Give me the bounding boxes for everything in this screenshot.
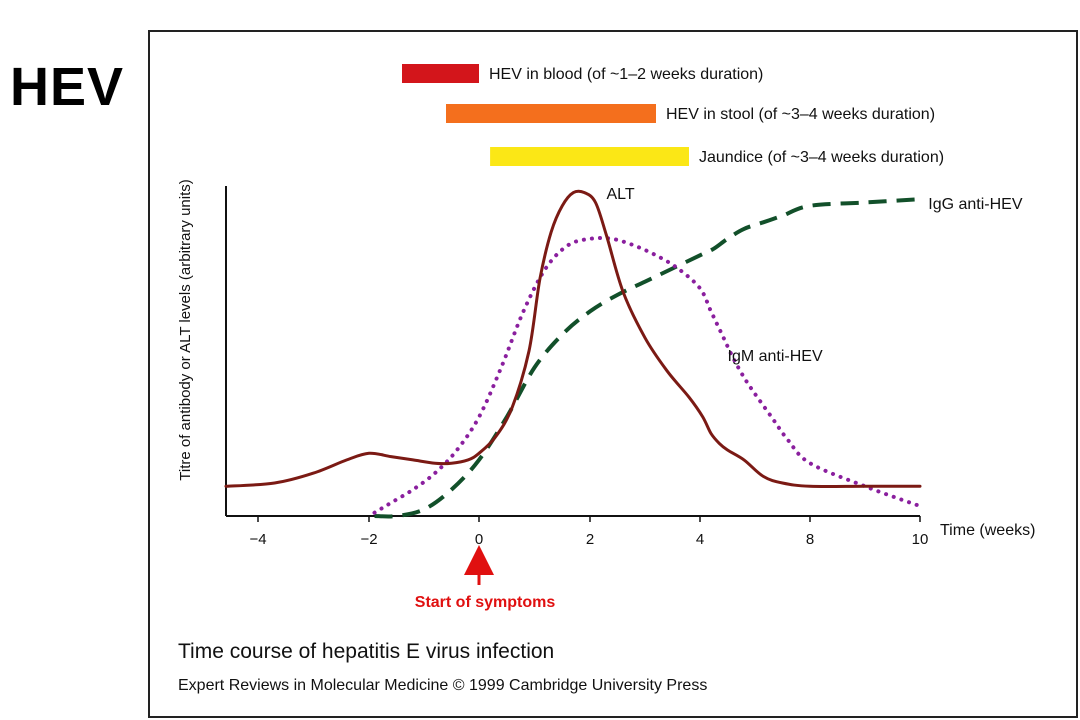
x-tick-label: 0 bbox=[475, 531, 483, 548]
start-of-symptoms-label: Start of symptoms bbox=[415, 594, 556, 611]
slide-title: HEV bbox=[10, 57, 125, 117]
duration-bar bbox=[402, 64, 479, 83]
x-tick-label: 8 bbox=[806, 531, 814, 548]
axes: Titre of antibody or ALT levels (arbitra… bbox=[177, 179, 1035, 539]
y-axis-label: Titre of antibody or ALT levels (arbitra… bbox=[177, 179, 194, 481]
figure-caption: Time course of hepatitis E virus infecti… bbox=[178, 640, 555, 663]
x-tick-label: 2 bbox=[586, 531, 594, 548]
x-tick-label: 4 bbox=[696, 531, 704, 548]
series-line-alt bbox=[224, 189, 922, 489]
figure-frame bbox=[148, 30, 1078, 718]
duration-bar bbox=[446, 104, 656, 123]
x-tick-label: −4 bbox=[249, 531, 266, 548]
x-ticks: −4 −2 0 2 4 8 10 bbox=[249, 516, 928, 548]
duration-bar-label: Jaundice (of ~3–4 weeks duration) bbox=[699, 149, 944, 166]
duration-bar-label: HEV in stool (of ~3–4 weeks duration) bbox=[666, 106, 935, 123]
series-line-igm-anti-hev bbox=[372, 235, 922, 515]
series-label: ALT bbox=[607, 186, 635, 203]
start-of-symptoms-annotation: Start of symptoms bbox=[415, 545, 556, 611]
series bbox=[224, 189, 922, 519]
x-tick-label: 10 bbox=[912, 531, 929, 548]
x-axis-label: Time (weeks) bbox=[940, 522, 1035, 539]
series-label: IgM anti-HEV bbox=[728, 348, 823, 365]
x-tick-label: −2 bbox=[360, 531, 377, 548]
duration-bars: HEV in blood (of ~1–2 weeks duration) HEV… bbox=[402, 64, 944, 166]
series-line-igg-anti-hev bbox=[374, 197, 921, 519]
series-labels: ALT IgM anti-HEV IgG anti-HEV bbox=[607, 186, 1023, 365]
duration-bar-label: HEV in blood (of ~1–2 weeks duration) bbox=[489, 66, 763, 83]
figure-credit: Expert Reviews in Molecular Medicine © 1… bbox=[178, 677, 708, 694]
duration-bar bbox=[490, 147, 689, 166]
series-label: IgG anti-HEV bbox=[928, 196, 1023, 213]
